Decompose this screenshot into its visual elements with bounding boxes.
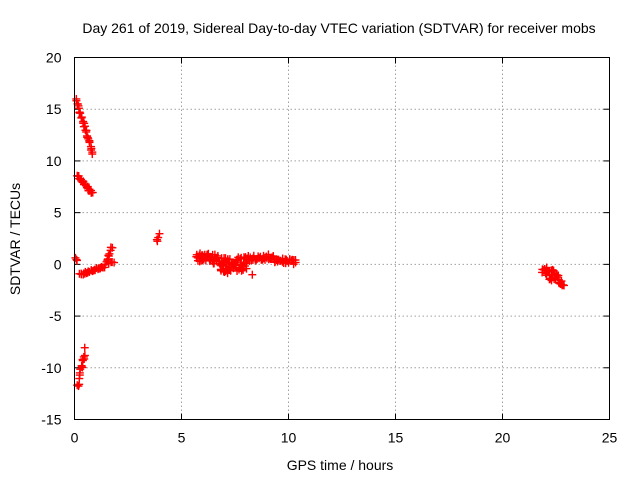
- x-axis-label: GPS time / hours: [287, 457, 394, 473]
- y-tick-label: -10: [41, 360, 61, 376]
- data-point: [88, 188, 97, 197]
- data-point: [78, 363, 87, 372]
- data-points: [71, 94, 568, 391]
- chart-title: Day 261 of 2019, Sidereal Day-to-day VTE…: [82, 20, 595, 36]
- y-tick-label: -5: [49, 308, 62, 324]
- data-point: [155, 229, 164, 238]
- data-point: [559, 281, 568, 290]
- data-point: [80, 351, 89, 360]
- tick-labels: 0 5 10 15 20 25 -15 -10 -5 0 5 10 15 20: [41, 50, 617, 446]
- y-tick-label: -15: [41, 412, 61, 428]
- data-point: [110, 258, 119, 267]
- y-axis-label: SDTVAR / TECUs: [7, 183, 23, 295]
- data-point: [76, 109, 85, 118]
- data-point: [223, 269, 232, 278]
- data-point: [105, 249, 114, 258]
- y-tick-label: 10: [46, 153, 62, 169]
- x-tick-label: 25: [602, 430, 618, 446]
- plot-frame: [74, 57, 610, 420]
- data-point: [108, 243, 117, 252]
- data-point: [77, 361, 86, 370]
- data-point: [88, 150, 97, 159]
- grid: [74, 57, 610, 420]
- data-point: [80, 343, 89, 352]
- x-tick-label: 5: [178, 430, 186, 446]
- data-point: [154, 233, 163, 242]
- data-point: [79, 352, 88, 361]
- data-point: [78, 356, 87, 365]
- data-point: [542, 271, 551, 280]
- data-point: [248, 270, 257, 279]
- data-point: [85, 138, 94, 147]
- x-tick-label: 0: [71, 430, 79, 446]
- y-tick-label: 20: [46, 50, 62, 66]
- x-tick-label: 20: [495, 430, 511, 446]
- data-point: [153, 237, 162, 246]
- data-point: [77, 113, 86, 122]
- y-tick-label: 5: [54, 205, 62, 221]
- y-tick-label: 15: [46, 101, 62, 117]
- y-tick-label: 0: [54, 256, 62, 272]
- x-tick-label: 15: [388, 430, 404, 446]
- x-tick-label: 10: [281, 430, 297, 446]
- axis-ticks: [74, 57, 610, 420]
- data-point: [224, 265, 233, 274]
- data-point: [291, 258, 300, 267]
- data-point: [79, 117, 88, 126]
